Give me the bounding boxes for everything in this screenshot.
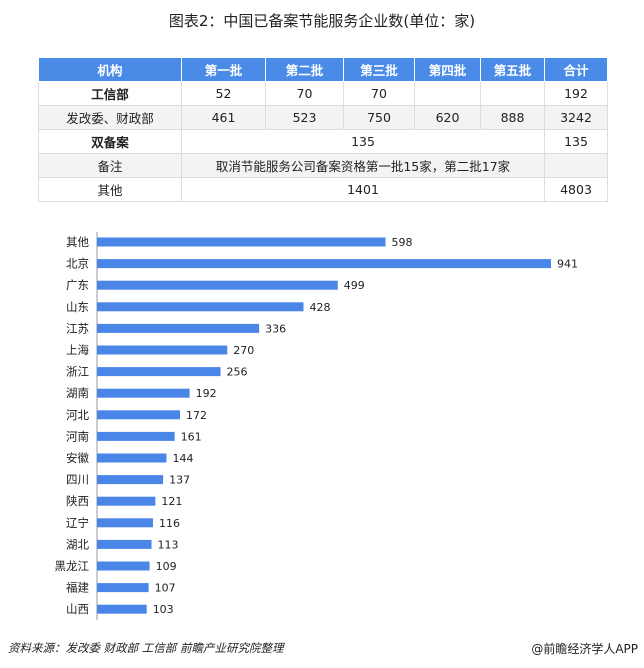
data-label: 499 — [344, 279, 365, 292]
data-label: 113 — [158, 538, 179, 551]
category-label: 浙江 — [66, 365, 89, 379]
bar — [97, 302, 304, 312]
cell: 发改委、财政部 — [38, 105, 182, 130]
cell: 70 — [265, 81, 344, 106]
table-row: 备注 取消节能服务公司备案资格第一批15家，第二批17家 — [38, 153, 608, 178]
category-label: 北京 — [66, 257, 89, 271]
data-label: 336 — [265, 322, 286, 335]
category-label: 河南 — [66, 429, 89, 443]
bar — [97, 431, 175, 441]
category-label: 安徽 — [66, 451, 89, 465]
header-cell: 第二批 — [265, 57, 344, 82]
category-label: 山东 — [66, 300, 89, 314]
data-label: 116 — [159, 517, 180, 530]
cell: 70 — [343, 81, 415, 106]
category-label: 四川 — [66, 473, 89, 487]
data-label: 256 — [227, 366, 248, 379]
bar-chart: 其他 598 北京 941 广东 499 山东 428 江苏 336 上海 270 浙江 256 湖南 192… — [55, 232, 578, 620]
table-row: 工信部 52 70 70 192 — [38, 81, 608, 106]
data-label: 270 — [233, 344, 254, 357]
category-label: 江苏 — [66, 321, 89, 335]
cell — [544, 153, 608, 178]
data-label: 172 — [186, 409, 207, 422]
category-label: 湖南 — [66, 386, 89, 400]
category-label: 福建 — [66, 581, 89, 595]
table-row: 双备案 135 135 — [38, 129, 608, 154]
category-label: 上海 — [66, 343, 89, 357]
table-row: 其他 1401 4803 — [38, 177, 608, 202]
category-label: 黑龙江 — [55, 559, 90, 573]
bar — [97, 280, 338, 290]
cell: 52 — [181, 81, 266, 106]
cell: 192 — [544, 81, 608, 106]
bar — [97, 539, 152, 549]
category-label: 陕西 — [66, 494, 89, 508]
data-label: 103 — [153, 603, 174, 616]
cell: 备注 — [38, 153, 182, 178]
category-label: 辽宁 — [66, 516, 89, 530]
data-label: 161 — [181, 430, 202, 443]
bar — [97, 367, 221, 377]
bar — [97, 388, 190, 398]
header-cell: 机构 — [38, 57, 182, 82]
brand-label: @前瞻经济学人APP — [531, 642, 638, 656]
bar — [97, 518, 153, 528]
data-label: 109 — [156, 560, 177, 573]
cell: 888 — [480, 105, 545, 130]
table-row: 发改委、财政部 461 523 750 620 888 3242 — [38, 105, 608, 130]
header-cell: 第一批 — [181, 57, 266, 82]
cell: 1401 — [181, 177, 545, 202]
category-label: 广东 — [66, 278, 89, 292]
category-label: 湖北 — [66, 537, 89, 551]
cell — [480, 81, 545, 106]
category-label: 河北 — [66, 408, 89, 422]
cell: 620 — [414, 105, 481, 130]
source-note: 资料来源：发改委 财政部 工信部 前瞻产业研究院整理 — [8, 641, 284, 655]
bar — [97, 345, 228, 355]
bar — [97, 410, 180, 420]
data-label: 121 — [161, 495, 182, 508]
data-label: 107 — [155, 582, 176, 595]
cell — [414, 81, 481, 106]
header-cell: 第五批 — [480, 57, 545, 82]
table-header: 机构 第一批 第二批 第三批 第四批 第五批 合计 — [38, 57, 608, 82]
bar — [97, 604, 147, 614]
bar — [97, 475, 164, 485]
chart-title: 图表2：中国已备案节能服务企业数(单位：家) — [168, 12, 476, 30]
data-label: 137 — [169, 474, 190, 487]
header-cell: 合计 — [544, 57, 608, 82]
data-label: 941 — [557, 258, 578, 271]
cell: 750 — [343, 105, 415, 130]
cell: 4803 — [544, 177, 608, 202]
data-table: 机构 第一批 第二批 第三批 第四批 第五批 合计 工信部 52 70 70 1… — [38, 57, 608, 202]
bar — [97, 323, 260, 333]
cell: 工信部 — [38, 81, 182, 106]
bar — [97, 583, 149, 593]
cell: 双备案 — [38, 129, 182, 154]
cell: 其他 — [38, 177, 182, 202]
bar — [97, 496, 156, 506]
data-label: 428 — [309, 301, 330, 314]
header-cell: 第四批 — [414, 57, 481, 82]
bar — [97, 259, 551, 269]
bar — [97, 453, 167, 463]
data-label: 598 — [392, 236, 413, 249]
category-label: 其他 — [66, 235, 89, 249]
bar — [97, 561, 150, 571]
bar — [97, 237, 386, 247]
data-label: 192 — [196, 387, 217, 400]
header-cell: 第三批 — [343, 57, 415, 82]
cell: 523 — [265, 105, 344, 130]
cell: 135 — [544, 129, 608, 154]
cell: 取消节能服务公司备案资格第一批15家，第二批17家 — [181, 153, 545, 178]
data-label: 144 — [172, 452, 193, 465]
cell: 135 — [181, 129, 545, 154]
category-label: 山西 — [66, 602, 89, 616]
cell: 461 — [181, 105, 266, 130]
cell: 3242 — [544, 105, 608, 130]
